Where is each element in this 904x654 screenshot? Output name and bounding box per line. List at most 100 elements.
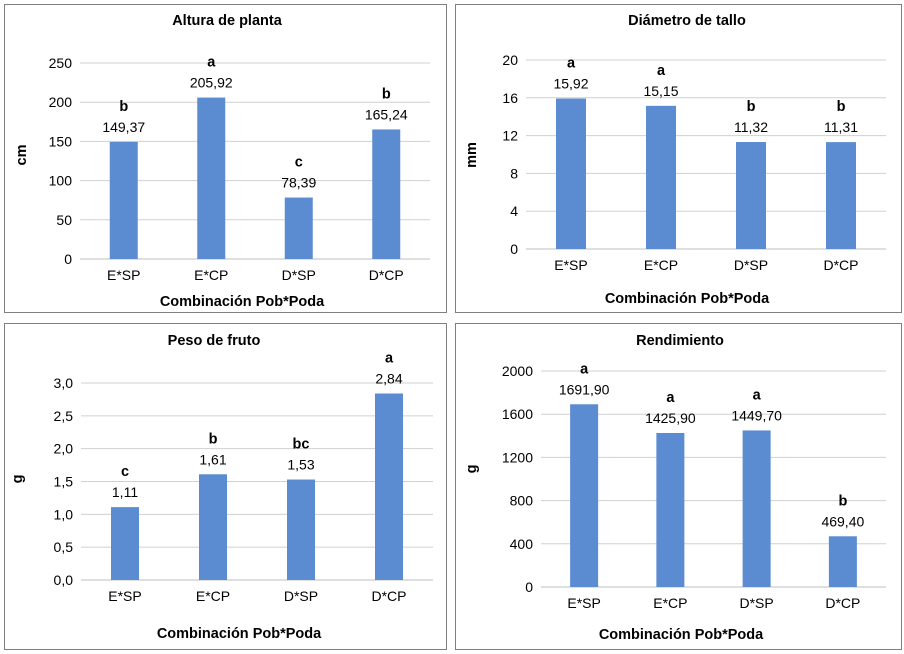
y-tick-label: 1200 <box>502 449 533 465</box>
chart-panel-rendimiento: Rendimiento g Combinación Pob*Poda 0 400 8… <box>455 323 902 650</box>
y-tick-label: 20 <box>502 52 518 68</box>
x-tick-label: E*CP <box>644 257 678 273</box>
x-tick-label: D*CP <box>823 257 858 273</box>
significance-letter: bc <box>293 437 310 453</box>
x-tick-label: E*CP <box>196 588 230 604</box>
significance-letter: b <box>837 99 846 115</box>
y-tick-label: 150 <box>49 133 73 149</box>
data-label: 78,39 <box>281 175 316 191</box>
y-tick-label: 0 <box>525 579 533 595</box>
chart-diametro: Diámetro de tallo mm Combinación Pob*Pod… <box>464 13 886 307</box>
data-label: 1691,90 <box>559 381 610 397</box>
significance-letter: a <box>567 56 576 72</box>
data-label: 469,40 <box>821 513 864 529</box>
bar <box>570 404 599 587</box>
y-tick-label: 1,0 <box>54 506 74 522</box>
x-axis-label: Combinación Pob*Poda <box>160 294 325 310</box>
y-axis-label: g <box>464 465 480 474</box>
significance-letter: c <box>295 155 303 171</box>
x-tick-label: E*SP <box>107 267 140 283</box>
plot-area: 0 4 8 12 16 20 15,92 a E*SP 15,15 a E*CP 11,32 b D*SP 1… <box>502 52 886 273</box>
bar <box>646 105 676 250</box>
bar <box>372 129 401 259</box>
chart-panel-altura: Altura de planta cm Combinación Pob*Poda… <box>4 4 447 313</box>
y-axis-label: cm <box>14 145 30 166</box>
bar <box>197 97 226 260</box>
chart-altura: Altura de planta cm Combinación Pob*Poda… <box>14 13 430 310</box>
data-label: 15,15 <box>643 83 678 99</box>
x-tick-label: E*SP <box>554 257 587 273</box>
significance-letter: a <box>385 351 394 367</box>
data-label: 1,53 <box>287 457 314 473</box>
x-tick-label: D*SP <box>740 595 774 611</box>
y-tick-label: 4 <box>510 203 518 219</box>
x-tick-label: D*CP <box>371 588 406 604</box>
y-tick-label: 2,0 <box>54 441 74 457</box>
y-axis-label: g <box>10 475 26 484</box>
chart-title: Altura de planta <box>172 13 283 29</box>
significance-letter: b <box>382 86 391 102</box>
data-label: 205,92 <box>190 75 233 91</box>
y-tick-label: 12 <box>502 128 518 144</box>
bar <box>656 433 685 587</box>
x-tick-label: D*CP <box>825 595 860 611</box>
chart-title: Peso de fruto <box>168 333 261 349</box>
y-tick-label: 800 <box>510 493 534 509</box>
x-tick-label: E*SP <box>108 588 141 604</box>
chart-title: Rendimiento <box>636 333 724 349</box>
significance-letter: a <box>580 361 589 377</box>
bar <box>287 479 315 580</box>
y-tick-label: 0 <box>510 241 518 257</box>
y-tick-label: 2000 <box>502 363 533 379</box>
data-label: 11,31 <box>824 119 858 135</box>
x-tick-label: D*SP <box>734 257 768 273</box>
data-label: 2,84 <box>375 371 402 387</box>
y-axis-label: mm <box>464 142 480 168</box>
x-axis-label: Combinación Pob*Poda <box>599 627 764 643</box>
data-label: 1,11 <box>112 484 138 500</box>
y-tick-label: 1600 <box>502 406 533 422</box>
bar <box>826 142 856 249</box>
y-tick-label: 100 <box>49 173 73 189</box>
data-label: 165,24 <box>365 106 408 122</box>
y-tick-label: 0,5 <box>54 539 74 555</box>
plot-area: 0 400 800 1200 1600 2000 1691,90 a E*SP 1425,90 a E… <box>502 361 886 611</box>
x-tick-label: E*SP <box>567 595 600 611</box>
y-tick-label: 3,0 <box>54 375 74 391</box>
data-label: 15,92 <box>553 76 588 92</box>
bar <box>111 507 139 580</box>
x-tick-label: D*SP <box>284 588 318 604</box>
bar <box>109 141 138 259</box>
y-tick-label: 2,5 <box>54 408 74 424</box>
chart-panel-diametro: Diámetro de tallo mm Combinación Pob*Pod… <box>455 4 902 313</box>
bar <box>736 142 766 249</box>
significance-letter: a <box>657 63 666 79</box>
bar <box>742 430 771 587</box>
significance-letter: a <box>753 387 762 403</box>
plot-area: 0 50 100 150 200 250 149,37 b E*SP 205,92 a E*CP 78,… <box>49 55 430 283</box>
data-label: 1425,90 <box>645 410 696 426</box>
x-axis-label: Combinación Pob*Poda <box>605 291 770 307</box>
x-axis-label: Combinación Pob*Poda <box>157 626 322 642</box>
bar <box>828 536 857 587</box>
significance-letter: b <box>838 493 847 509</box>
bar <box>199 474 227 580</box>
significance-letter: b <box>209 431 218 447</box>
y-tick-label: 400 <box>510 536 534 552</box>
y-tick-label: 16 <box>502 90 518 106</box>
bar <box>284 197 313 259</box>
significance-letter: a <box>207 55 216 71</box>
y-tick-label: 0 <box>64 251 72 267</box>
data-label: 1,61 <box>199 451 226 467</box>
y-tick-label: 0,0 <box>54 572 74 588</box>
chart-title: Diámetro de tallo <box>628 13 746 29</box>
y-tick-label: 8 <box>510 165 518 181</box>
significance-letter: b <box>119 99 128 115</box>
x-tick-label: E*CP <box>653 595 687 611</box>
data-label: 1449,70 <box>731 407 782 423</box>
data-label: 149,37 <box>102 119 145 135</box>
bar <box>556 98 586 249</box>
significance-letter: c <box>121 464 129 480</box>
significance-letter: b <box>747 99 756 115</box>
bar <box>375 393 403 580</box>
